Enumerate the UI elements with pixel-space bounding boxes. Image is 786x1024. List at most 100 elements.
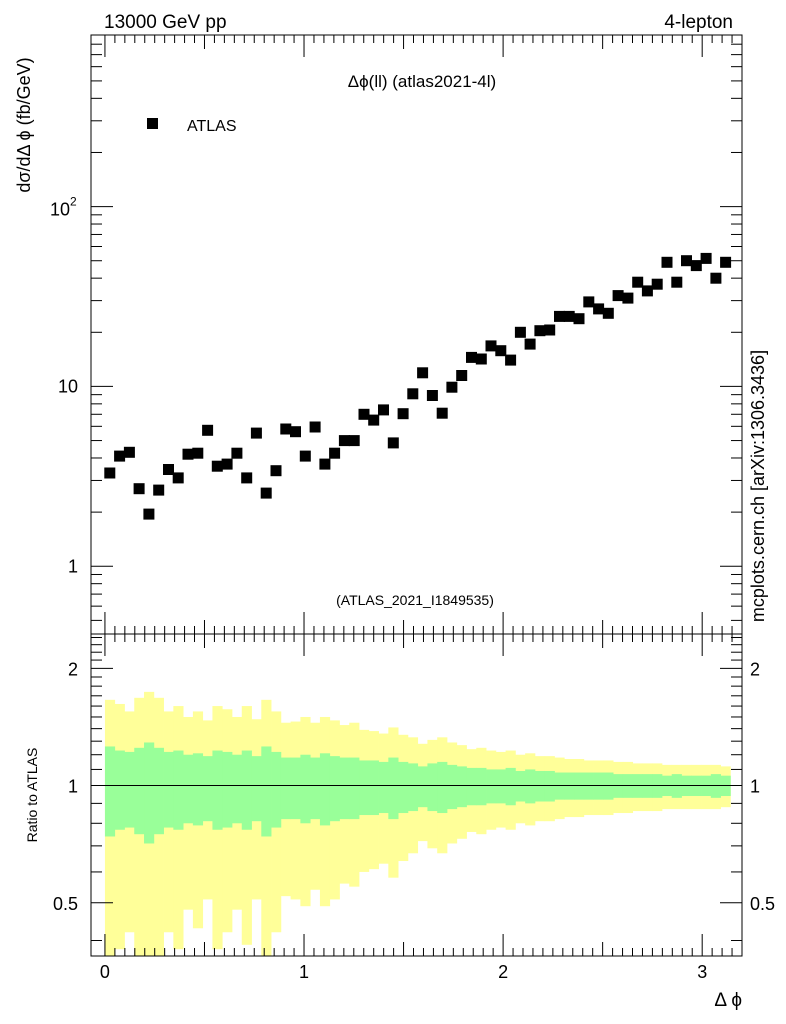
data-point: [524, 338, 536, 350]
data-point: [456, 370, 468, 381]
data-point: [348, 435, 360, 447]
inner-band-bin: [310, 757, 321, 820]
analysis-watermark: (ATLAS_2021_I1849535): [336, 592, 494, 608]
data-point: [700, 252, 712, 264]
data-point: [651, 278, 663, 290]
inner-band-bin: [153, 747, 164, 835]
inner-band-bin: [368, 760, 379, 816]
inner-band-bin: [339, 757, 350, 820]
inner-band-bin: [290, 757, 301, 820]
x-axis-label: Δ ϕ: [714, 990, 742, 1011]
x-tick-label: 0: [100, 962, 110, 982]
data-point: [573, 313, 585, 325]
ratio-y-tick-labels: 0.5 0.5 1 1 2 2: [53, 659, 775, 914]
inner-band-bin: [427, 763, 438, 812]
inner-band-bin: [163, 751, 174, 828]
inner-band-bin: [134, 747, 145, 835]
data-point: [505, 354, 517, 366]
data-point: [309, 421, 321, 433]
inner-band-bin: [114, 750, 125, 830]
data-point: [495, 345, 507, 357]
data-point: [671, 276, 683, 288]
inner-band-bin: [534, 770, 546, 802]
data-point: [250, 427, 262, 439]
inner-band-bin: [104, 746, 116, 837]
data-point: [563, 310, 575, 322]
inner-band-bin: [593, 772, 604, 800]
data-point: [690, 260, 702, 272]
inner-band-bin: [280, 757, 292, 820]
data-point: [436, 407, 448, 419]
ratio-panel: Ratio to ATLAS Δ ϕ 0.5 0.5 1 1 2 2 0 1 2 3: [24, 633, 775, 1011]
sidebar-credit: mcplots.cern.ch [arXiv:1306.3436]: [748, 350, 768, 622]
data-point: [681, 255, 692, 267]
data-point: [172, 472, 184, 484]
data-point: [554, 310, 565, 322]
data-point: [446, 381, 458, 393]
inner-band-bin: [359, 760, 370, 816]
data-point: [192, 447, 204, 459]
inner-band-bin: [173, 750, 184, 830]
inner-band-bin: [378, 761, 389, 814]
data-point: [260, 487, 272, 499]
inner-band-bin: [183, 754, 194, 824]
x-tick-label: 1: [299, 962, 309, 982]
data-point: [710, 272, 722, 284]
data-point: [319, 458, 331, 470]
legend-marker: [147, 118, 158, 129]
inner-band-bin: [505, 767, 516, 806]
data-point: [583, 296, 595, 308]
inner-band-bin: [407, 763, 419, 812]
inner-band-bin: [564, 772, 575, 800]
main-y-axis-label: dσ/dΔ ϕ (fb/GeV): [14, 57, 34, 192]
ratio-y-axis-label: Ratio to ATLAS: [24, 748, 40, 843]
x-tick-label: 3: [697, 962, 707, 982]
data-point: [104, 467, 116, 479]
inner-band-bin: [261, 746, 272, 837]
data-point: [329, 447, 341, 459]
data-point: [114, 450, 126, 462]
main-plot-title: Δϕ(ll) (atlas2021-4l): [348, 72, 496, 91]
ratio-y-tick-label-right: 0.5: [750, 894, 775, 914]
data-point: [641, 285, 653, 297]
inner-band-bin: [544, 770, 555, 802]
data-point: [221, 458, 233, 470]
data-point: [123, 446, 135, 458]
inner-band-bin: [486, 769, 497, 804]
data-point: [466, 351, 477, 363]
data-point: [387, 437, 399, 449]
inner-band-bin: [349, 757, 360, 820]
ratio-y-tick-label-left: 0.5: [53, 894, 78, 914]
inner-band-bin: [144, 742, 155, 844]
ratio-y-tick-label-left: 1: [68, 777, 78, 797]
inner-band-bin: [231, 754, 243, 824]
data-points: [104, 252, 732, 520]
data-point: [720, 256, 732, 268]
header-right: 4-lepton: [664, 12, 733, 33]
inner-band-bin: [251, 756, 262, 822]
inner-band-bin: [241, 750, 252, 830]
inner-band-bin: [495, 769, 506, 804]
data-point: [378, 404, 389, 416]
data-point: [280, 423, 292, 435]
data-point: [426, 390, 438, 401]
data-point: [417, 367, 429, 379]
inner-band-bin: [212, 750, 223, 830]
data-point: [270, 465, 282, 477]
data-point: [593, 303, 605, 315]
ratio-plot-frame: [90, 633, 743, 957]
data-point: [231, 447, 243, 459]
data-point: [485, 340, 497, 352]
data-point: [368, 414, 380, 426]
inner-band-bin: [583, 772, 594, 800]
inner-band-bin: [300, 754, 311, 824]
inner-band-bin: [476, 767, 487, 806]
inner-band-bin: [525, 769, 536, 804]
data-point: [211, 460, 223, 472]
ratio-y-tick-label-right: 2: [750, 659, 760, 679]
data-point: [632, 276, 644, 288]
data-point: [358, 408, 370, 420]
inner-band-bin: [388, 757, 399, 820]
main-y-tick-label: 10: [58, 376, 78, 396]
main-panel: Δϕ(ll) (atlas2021-4l) (ATLAS_2021_I18495…: [14, 34, 743, 635]
